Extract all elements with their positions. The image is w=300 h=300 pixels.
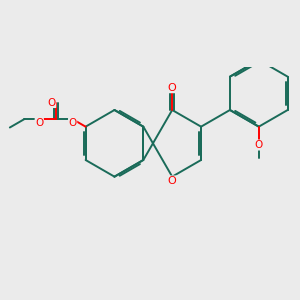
Text: O: O: [35, 118, 44, 128]
Text: O: O: [68, 118, 77, 128]
Text: O: O: [168, 83, 177, 93]
Text: O: O: [168, 176, 177, 186]
Text: O: O: [47, 98, 56, 107]
Text: O: O: [255, 140, 263, 150]
